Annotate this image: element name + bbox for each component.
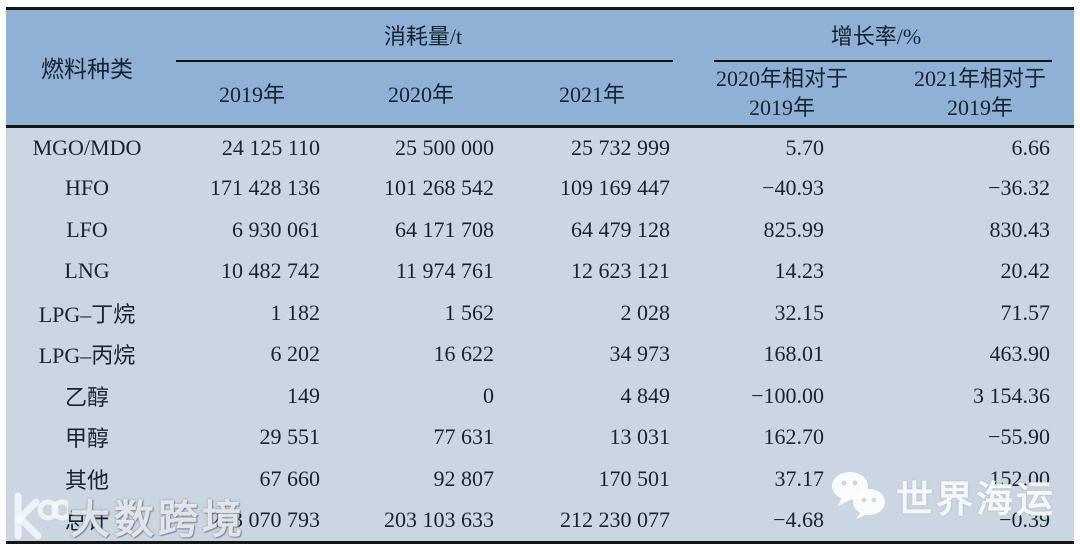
fuel-label: HFO <box>6 167 168 209</box>
table-row-other: 其他 67 660 92 807 170 501 37.17 152.00 <box>6 458 1075 500</box>
value-2021: 25 732 999 <box>506 126 678 168</box>
table-row-total: 总计 213 070 793 203 103 633 212 230 077 −… <box>6 499 1075 541</box>
table-row-mgo-mdo: MGO/MDO 24 125 110 25 500 000 25 732 999… <box>6 126 1075 168</box>
table-row-lng: LNG 10 482 742 11 974 761 12 623 121 14.… <box>6 250 1075 292</box>
value-2021: 2 028 <box>506 292 678 334</box>
value-2019: 213 070 793 <box>168 499 336 541</box>
value-2021: 170 501 <box>506 458 678 500</box>
value-2020: 101 268 542 <box>336 167 506 209</box>
header-group-growth: 增长率/% <box>678 10 1075 62</box>
value-2019: 10 482 742 <box>168 250 336 292</box>
growth-2021: 6.66 <box>856 126 1075 168</box>
growth-2020: 825.99 <box>678 209 856 251</box>
value-2020: 1 562 <box>336 292 506 334</box>
fuel-label: 乙醇 <box>6 375 168 417</box>
growth-header-line1: 2021年相对于 <box>914 66 1047 92</box>
growth-2020: 37.17 <box>678 458 856 500</box>
growth-2021: 71.57 <box>856 292 1075 334</box>
growth-2021: 830.43 <box>856 209 1075 251</box>
value-2019: 6 930 061 <box>168 209 336 251</box>
fuel-label: 甲醇 <box>6 416 168 458</box>
value-2021: 4 849 <box>506 375 678 417</box>
fuel-label: 其他 <box>6 458 168 500</box>
fuel-label: LPG–丁烷 <box>6 292 168 334</box>
table-body: MGO/MDO 24 125 110 25 500 000 25 732 999… <box>6 126 1075 541</box>
value-2019: 149 <box>168 375 336 417</box>
header-year-2020: 2020年 <box>336 62 506 126</box>
table-row-ethanol: 乙醇 149 0 4 849 −100.00 3 154.36 <box>6 375 1075 417</box>
growth-2020: −4.68 <box>678 499 856 541</box>
table-row-methanol: 甲醇 29 551 77 631 13 031 162.70 −55.90 <box>6 416 1075 458</box>
table-header: 燃料种类 消耗量/t 增长率/% 2019年 2020年 2021年 2020年… <box>6 10 1075 126</box>
value-2021: 212 230 077 <box>506 499 678 541</box>
value-2021: 34 973 <box>506 333 678 375</box>
value-2019: 24 125 110 <box>168 126 336 168</box>
value-2021: 64 479 128 <box>506 209 678 251</box>
growth-2021: 20.42 <box>856 250 1075 292</box>
header-year-2021: 2021年 <box>506 62 678 126</box>
header-growth-2021-vs-2019: 2021年相对于 2019年 <box>856 62 1075 126</box>
value-2020: 92 807 <box>336 458 506 500</box>
growth-2020: 168.01 <box>678 333 856 375</box>
growth-2021: 3 154.36 <box>856 375 1075 417</box>
value-2019: 29 551 <box>168 416 336 458</box>
fuel-label: LFO <box>6 209 168 251</box>
value-2019: 67 660 <box>168 458 336 500</box>
value-2021: 12 623 121 <box>506 250 678 292</box>
growth-2021: −55.90 <box>856 416 1075 458</box>
value-2020: 16 622 <box>336 333 506 375</box>
growth-2021: 152.00 <box>856 458 1075 500</box>
growth-2020: −100.00 <box>678 375 856 417</box>
growth-2020: 32.15 <box>678 292 856 334</box>
growth-header-line2: 2019年 <box>748 95 815 121</box>
consumption-group-label: 消耗量/t <box>383 24 463 49</box>
table-row-lpg-butane: LPG–丁烷 1 182 1 562 2 028 32.15 71.57 <box>6 292 1075 334</box>
value-2019: 6 202 <box>168 333 336 375</box>
header-growth-2020-vs-2019: 2020年相对于 2019年 <box>678 62 856 126</box>
fuel-consumption-table-container: 燃料种类 消耗量/t 增长率/% 2019年 2020年 2021年 2020年… <box>6 7 1075 544</box>
fuel-label: 总计 <box>6 499 168 541</box>
growth-2020: 162.70 <box>678 416 856 458</box>
growth-group-underline <box>714 60 1053 62</box>
fuel-label: MGO/MDO <box>6 126 168 168</box>
value-2021: 109 169 447 <box>506 167 678 209</box>
value-2020: 25 500 000 <box>336 126 506 168</box>
header-group-consumption: 消耗量/t <box>168 10 678 62</box>
fuel-consumption-table: 燃料种类 消耗量/t 增长率/% 2019年 2020年 2021年 2020年… <box>6 10 1075 541</box>
growth-2021: 463.90 <box>856 333 1075 375</box>
growth-header-line2: 2019年 <box>947 95 1014 121</box>
value-2019: 1 182 <box>168 292 336 334</box>
consumption-group-underline <box>176 60 673 62</box>
growth-2021: −36.32 <box>856 167 1075 209</box>
table-row-lfo: LFO 6 930 061 64 171 708 64 479 128 825.… <box>6 209 1075 251</box>
value-2021: 13 031 <box>506 416 678 458</box>
header-fuel-type: 燃料种类 <box>6 10 168 126</box>
growth-2020: 5.70 <box>678 126 856 168</box>
growth-group-label: 增长率/% <box>830 24 922 49</box>
fuel-label: LNG <box>6 250 168 292</box>
growth-2020: −40.93 <box>678 167 856 209</box>
table-row-hfo: HFO 171 428 136 101 268 542 109 169 447 … <box>6 167 1075 209</box>
value-2020: 11 974 761 <box>336 250 506 292</box>
growth-2021: −0.39 <box>856 499 1075 541</box>
value-2020: 77 631 <box>336 416 506 458</box>
value-2020: 64 171 708 <box>336 209 506 251</box>
header-year-2019: 2019年 <box>168 62 336 126</box>
value-2020: 203 103 633 <box>336 499 506 541</box>
table-row-lpg-propane: LPG–丙烷 6 202 16 622 34 973 168.01 463.90 <box>6 333 1075 375</box>
value-2020: 0 <box>336 375 506 417</box>
fuel-label: LPG–丙烷 <box>6 333 168 375</box>
growth-2020: 14.23 <box>678 250 856 292</box>
growth-header-line1: 2020年相对于 <box>715 66 848 92</box>
value-2019: 171 428 136 <box>168 167 336 209</box>
